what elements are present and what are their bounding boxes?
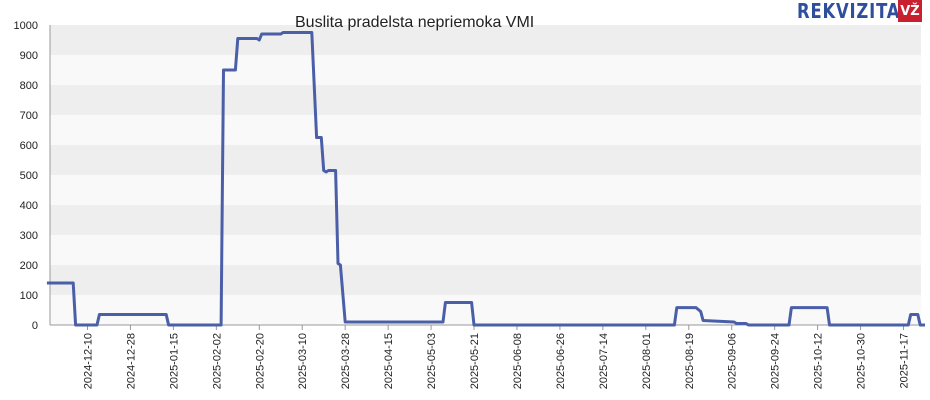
grid-band bbox=[50, 295, 921, 325]
series-line bbox=[46, 31, 925, 327]
chart-title: Buslita pradelsta nepriemoka VMI bbox=[295, 14, 535, 31]
x-tick-label: 2025-08-01 bbox=[641, 333, 653, 389]
x-tick-label: 2025-09-24 bbox=[770, 333, 782, 389]
x-tick-label: 2025-03-28 bbox=[340, 333, 352, 389]
y-tick-label: 500 bbox=[20, 170, 38, 182]
x-tick-label: 2024-12-10 bbox=[83, 333, 95, 389]
y-tick-label: 700 bbox=[20, 110, 38, 122]
grid-band bbox=[50, 235, 921, 265]
x-tick-label: 2025-11-17 bbox=[899, 333, 911, 388]
y-tick-label: 300 bbox=[20, 230, 38, 242]
grid-band bbox=[50, 25, 921, 55]
logo-text: REKVIZITAI bbox=[797, 0, 908, 23]
x-tick-label: 2025-04-15 bbox=[383, 333, 395, 389]
y-tick-label: 200 bbox=[20, 260, 38, 272]
y-tick-label: 800 bbox=[20, 80, 38, 92]
y-tick-label: 0 bbox=[32, 320, 38, 332]
x-tick-label: 2025-07-14 bbox=[598, 333, 610, 389]
grid-band bbox=[50, 265, 921, 295]
x-tick-label: 2025-05-21 bbox=[469, 333, 481, 389]
x-tick-label: 2025-03-10 bbox=[297, 333, 309, 389]
grid-band bbox=[50, 145, 921, 175]
y-tick-label: 100 bbox=[20, 290, 38, 302]
logo-badge: VŽ bbox=[898, 0, 922, 22]
x-tick-label: 2025-01-15 bbox=[168, 333, 180, 389]
y-tick-label: 900 bbox=[20, 50, 38, 62]
grid-band bbox=[50, 85, 921, 115]
y-tick-label: 400 bbox=[20, 200, 38, 212]
y-tick-label: 1000 bbox=[14, 20, 38, 32]
x-tick-label: 2025-06-26 bbox=[555, 333, 567, 389]
x-tick-label: 2025-02-20 bbox=[254, 333, 266, 389]
x-tick-label: 2025-09-06 bbox=[727, 333, 739, 389]
y-tick-label: 600 bbox=[20, 140, 38, 152]
rekvizitai-logo[interactable]: REKVIZITAI VŽ bbox=[797, 0, 930, 23]
x-tick-label: 2024-12-28 bbox=[125, 333, 137, 389]
x-tick-label: 2025-08-19 bbox=[684, 333, 696, 389]
x-tick-label: 2025-02-02 bbox=[211, 333, 223, 389]
x-tick-label: 2025-05-03 bbox=[426, 333, 438, 389]
x-tick-label: 2025-06-08 bbox=[512, 333, 524, 389]
grid-band bbox=[50, 55, 921, 85]
grid-band bbox=[50, 115, 921, 145]
x-tick-label: 2025-10-12 bbox=[813, 333, 825, 389]
grid-band bbox=[50, 205, 921, 235]
grid-band bbox=[50, 175, 921, 205]
x-tick-label: 2025-10-30 bbox=[856, 333, 868, 389]
